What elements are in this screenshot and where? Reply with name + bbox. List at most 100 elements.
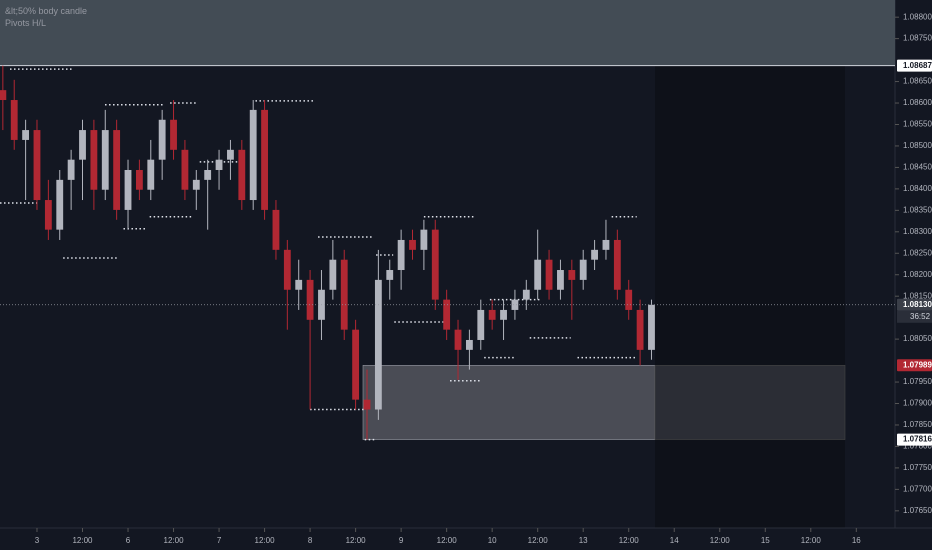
- x-tick-label: 7: [217, 536, 222, 545]
- y-tick-label: 1.08450: [903, 163, 932, 172]
- candle-body: [363, 399, 371, 410]
- y-tick-label: 1.08300: [903, 227, 932, 236]
- x-tick-label: 14: [670, 536, 679, 545]
- candle-body: [261, 109, 268, 210]
- y-tick-label: 1.07800: [903, 442, 932, 451]
- y-tick-label: 1.07900: [903, 399, 932, 408]
- candle-body: [10, 100, 18, 140]
- y-tick-label: 1.08350: [903, 205, 932, 214]
- box-top-label-bg: [897, 359, 932, 372]
- countdown-bg: [897, 310, 932, 323]
- candle-body: [215, 159, 223, 170]
- last-price-label-bg: [897, 298, 932, 311]
- candle-body: [568, 270, 576, 280]
- candle-body: [545, 259, 553, 290]
- candle-body: [181, 149, 189, 190]
- box-zone: [362, 365, 656, 440]
- y-tick-label: 1.08050: [903, 334, 932, 343]
- candle-body: [454, 329, 462, 350]
- x-tick-label: 12:00: [528, 536, 549, 545]
- candle-body: [329, 259, 337, 290]
- candle-body: [22, 130, 30, 140]
- candle-body: [272, 209, 280, 250]
- candle-body: [420, 229, 428, 250]
- candle-body: [0, 90, 7, 101]
- candle-body: [602, 239, 610, 250]
- candle-body: [500, 309, 507, 320]
- x-tick-label: 10: [488, 536, 497, 545]
- candle-body: [249, 109, 257, 201]
- box-zone-future: [654, 365, 846, 440]
- plot: [0, 0, 895, 441]
- candle-body: [101, 130, 109, 190]
- box-bottom-label-bg: [897, 433, 932, 446]
- box-top-label: 1.07989: [903, 360, 932, 369]
- candle-body: [386, 270, 394, 280]
- candle-body: [613, 239, 621, 290]
- candle-body: [340, 259, 348, 330]
- candle-body: [192, 179, 200, 190]
- candle-body: [227, 149, 234, 160]
- candle-body: [557, 270, 564, 290]
- candle-body: [409, 239, 416, 250]
- y-tick-label: 1.07950: [903, 377, 932, 386]
- zone-top-label: 1.08687: [903, 61, 932, 70]
- candle-body: [625, 289, 633, 310]
- top-zone: [0, 0, 895, 66]
- x-tick-label: 9: [399, 536, 404, 545]
- candle-body: [124, 169, 132, 210]
- candle-body: [238, 149, 246, 201]
- candle-body: [374, 279, 382, 410]
- y-tick-label: 1.08500: [903, 141, 932, 150]
- y-tick-label: 1.07700: [903, 484, 932, 493]
- candle-body: [648, 304, 655, 350]
- candle-body: [443, 299, 451, 330]
- y-tick-label: 1.07650: [903, 506, 932, 515]
- x-tick-label: 12:00: [437, 536, 458, 545]
- y-tick-label: 1.07750: [903, 463, 932, 472]
- candle-body: [283, 249, 291, 290]
- candle-body: [534, 259, 542, 290]
- y-tick-label: 1.08650: [903, 77, 932, 86]
- candle-body: [90, 130, 98, 190]
- candle-body: [522, 289, 530, 300]
- zone-top-label-bg: [897, 59, 932, 72]
- x-tick-label: 12:00: [801, 536, 822, 545]
- y-tick-label: 1.08250: [903, 248, 932, 257]
- candle-body: [352, 329, 360, 400]
- last-price-label: 1.08130: [903, 300, 932, 309]
- y-tick-label: 1.07850: [903, 420, 932, 429]
- y-tick-label: 1.08200: [903, 270, 932, 279]
- candle-body: [306, 279, 314, 320]
- candle-body: [636, 309, 644, 350]
- candle-body: [113, 130, 121, 210]
- x-tick-label: 6: [126, 536, 131, 545]
- x-tick-label: 12:00: [72, 536, 93, 545]
- axes: 1.08800 1.08750 1.08650 1.08600 1.08550 1.085…: [35, 12, 932, 545]
- candle-body: [79, 130, 86, 160]
- legend-line: &lt;50% body candle: [5, 6, 87, 16]
- countdown: 36:52: [910, 312, 931, 321]
- x-tick-label: 12:00: [164, 536, 185, 545]
- candle-body: [477, 309, 485, 340]
- candle-body: [511, 299, 519, 310]
- x-tick-label: 12:00: [346, 536, 367, 545]
- x-tick-label: 16: [852, 536, 861, 545]
- x-tick-label: 12:00: [619, 536, 640, 545]
- y-tick-label: 1.08600: [903, 98, 932, 107]
- x-tick-label: 15: [761, 536, 770, 545]
- y-tick-label: 1.08800: [903, 12, 932, 21]
- candle-body: [33, 130, 41, 201]
- candle-body: [397, 239, 405, 271]
- candle-body: [431, 229, 439, 300]
- x-tick-label: 3: [35, 536, 40, 545]
- candle-body: [591, 249, 598, 260]
- candle-body: [44, 200, 52, 230]
- candle-body: [56, 179, 64, 230]
- candle-body: [579, 259, 587, 280]
- x-tick-label: 12:00: [255, 536, 276, 545]
- candle-body: [67, 159, 75, 180]
- y-tick-label: 1.08400: [903, 184, 932, 193]
- candle-body: [465, 339, 473, 350]
- candle-body: [158, 119, 166, 160]
